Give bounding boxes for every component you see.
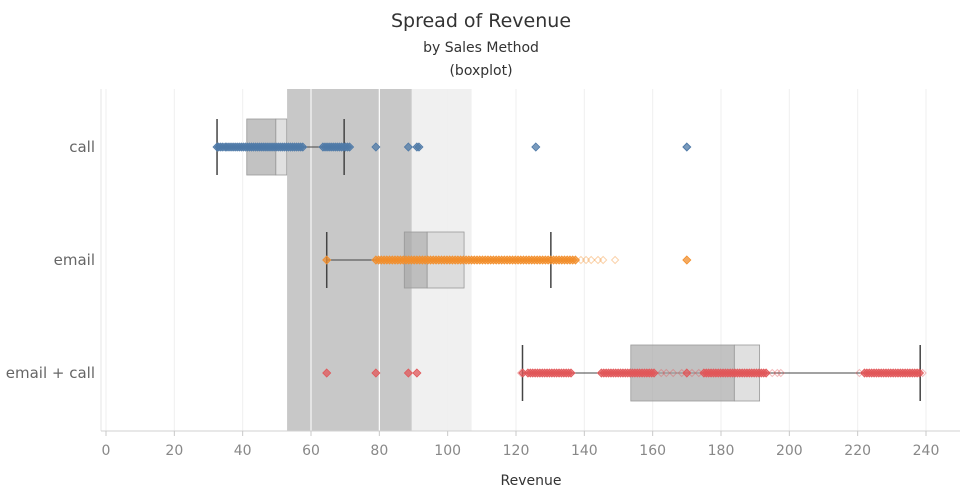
faint-point-email-3: [593, 255, 603, 265]
point-email-call-74: [761, 368, 771, 378]
x-axis-title: Revenue: [501, 473, 562, 489]
point-email-75: [682, 255, 692, 265]
faint-point-email-call-8: [773, 368, 782, 378]
chart-subtitle-line-1: by Sales Method: [423, 40, 539, 56]
faint-point-email-call-9: [776, 368, 786, 378]
point-email-call-23: [566, 368, 576, 378]
point-email-call-1: [371, 368, 381, 378]
category-label-email: email: [54, 251, 95, 269]
faint-point-email-call-3: [668, 368, 678, 378]
faint-point-email-call-4: [677, 368, 686, 378]
point-email-call-98: [914, 368, 925, 378]
point-call-62: [682, 142, 692, 152]
points-call: [212, 142, 692, 152]
point-email-call-47: [682, 368, 692, 378]
point-email-call-2: [403, 368, 413, 378]
x-tick-label-20: 20: [165, 443, 183, 459]
category-label-email-call: email + call: [6, 364, 95, 382]
faint-point-call-0: [682, 142, 692, 152]
chart-title: Spread of Revenue: [391, 10, 571, 32]
x-tick-label-160: 160: [639, 443, 666, 459]
points-email: [322, 255, 692, 265]
x-tick-label-80: 80: [370, 443, 388, 459]
x-tick-label-140: 140: [571, 443, 598, 459]
point-email-0: [322, 255, 332, 265]
point-call-58: [403, 142, 413, 152]
point-call-57: [371, 142, 381, 152]
faint-point-email-call-11: [918, 368, 927, 378]
category-labels: call email email + call: [6, 138, 95, 382]
point-call-42: [298, 142, 308, 152]
points-email-call: [322, 368, 927, 378]
point-call-60: [414, 142, 424, 152]
point-call-61: [531, 142, 541, 152]
x-tick-label-200: 200: [776, 443, 803, 459]
x-axis: 0 20 40 60 80 100 120 140 160 180 200 220 240: [101, 430, 960, 459]
point-call-56: [345, 142, 355, 152]
x-tick-label-120: 120: [503, 443, 530, 459]
data-points: [212, 142, 927, 378]
faint-point-email-call-10: [855, 368, 864, 378]
x-tick-label-0: 0: [102, 443, 111, 459]
x-tick-label-240: 240: [913, 443, 940, 459]
faint-point-email-0: [576, 255, 586, 265]
faint-point-email-5: [610, 255, 620, 265]
point-email-call-0: [322, 368, 332, 378]
category-label-call: call: [69, 138, 95, 156]
faint-point-email-call-1: [657, 368, 666, 378]
faint-point-email-call-0: [516, 368, 526, 378]
x-tick-label-60: 60: [302, 443, 320, 459]
point-email-74: [570, 255, 581, 265]
faint-point-email-call-5: [687, 368, 697, 378]
point-email-call-46: [649, 368, 659, 378]
faint-point-email-call-6: [694, 368, 704, 378]
x-tick-label-220: 220: [844, 443, 871, 459]
faint-point-email-1: [581, 255, 591, 265]
x-tick-label-100: 100: [434, 443, 461, 459]
faint-point-email-call-2: [662, 368, 671, 378]
chart-subtitle-line-2: (boxplot): [449, 63, 512, 79]
faint-point-email-4: [598, 255, 608, 265]
faint-point-email-call-7: [768, 368, 777, 378]
x-tick-label-40: 40: [234, 443, 252, 459]
point-email-call-3: [412, 368, 422, 378]
x-tick-label-180: 180: [708, 443, 735, 459]
faint-point-email-2: [586, 255, 596, 265]
